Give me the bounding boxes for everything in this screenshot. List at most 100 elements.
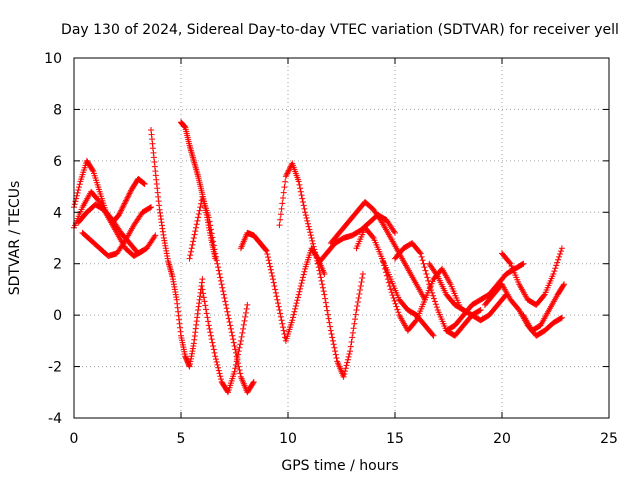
data-point (324, 311, 331, 318)
data-point (393, 303, 400, 310)
data-point (299, 199, 306, 205)
data-point (123, 196, 130, 203)
data-point (297, 283, 304, 289)
data-point (226, 319, 233, 325)
data-point (218, 281, 225, 288)
data-point (283, 171, 290, 178)
data-point (214, 361, 221, 368)
data-point (127, 189, 134, 195)
data-point (354, 299, 361, 305)
data-point (242, 309, 249, 316)
data-point (312, 252, 319, 259)
data-point (430, 292, 437, 299)
data-point (428, 287, 435, 293)
data-point (506, 259, 513, 266)
data-point (551, 268, 558, 275)
data-point (385, 279, 392, 286)
data-point (147, 204, 154, 211)
data-point (230, 336, 237, 343)
data-point (416, 249, 423, 256)
data-point (359, 271, 366, 277)
data-point (242, 313, 249, 320)
data-point (295, 291, 302, 298)
data-point (558, 314, 565, 321)
data-point (333, 355, 340, 361)
data-point (297, 285, 304, 292)
y-axis-label: SDTVAR / TECUs (7, 181, 23, 296)
data-point (71, 201, 78, 208)
data-point (250, 380, 257, 387)
data-point (311, 246, 318, 253)
chart-title: Day 130 of 2024, Sidereal Day-to-day VTE… (61, 22, 619, 38)
data-point (213, 359, 220, 365)
data-point (263, 247, 270, 254)
data-point (237, 337, 244, 344)
data-point (323, 303, 330, 310)
data-point (187, 252, 194, 259)
data-point (125, 193, 132, 200)
data-point (118, 207, 125, 214)
data-point (292, 303, 299, 309)
data-point (205, 322, 212, 329)
data-point (352, 316, 359, 323)
x-tick-label: 25 (600, 431, 618, 447)
data-point (212, 253, 219, 260)
axis-ticks: 0 5 10 15 20 25 -4 -2 0 2 4 6 8 10 (44, 51, 618, 447)
data-point (430, 295, 437, 302)
data-point (431, 298, 438, 305)
data-point (296, 288, 303, 295)
y-tick-label: 6 (53, 154, 62, 170)
data-point (384, 276, 391, 283)
data-point (276, 307, 283, 313)
data-point (230, 339, 237, 346)
data-point (207, 329, 214, 336)
data-point (344, 356, 351, 363)
data-point (391, 297, 398, 304)
data-point (427, 284, 434, 291)
data-point (355, 295, 362, 301)
data-point (307, 229, 314, 236)
data-point (306, 226, 313, 233)
data-point (268, 269, 275, 276)
data-point (277, 310, 284, 317)
data-point (295, 178, 302, 185)
data-point (357, 283, 364, 289)
data-point (206, 218, 213, 225)
data-point (212, 353, 219, 360)
data-point (298, 192, 305, 199)
data-point (285, 167, 292, 174)
data-point (332, 351, 339, 358)
data-point (280, 189, 287, 196)
data-point (140, 179, 147, 186)
data-point (278, 317, 285, 324)
y-tick-label: 8 (53, 102, 62, 118)
data-point (267, 263, 274, 270)
data-point (199, 276, 206, 283)
data-point (152, 232, 159, 239)
data-point (141, 181, 148, 187)
data-point (225, 315, 232, 322)
data-point (430, 332, 437, 339)
data-point (394, 306, 401, 313)
data-point (351, 320, 358, 327)
data-point (301, 268, 308, 275)
data-point (272, 289, 279, 296)
data-point (269, 273, 276, 279)
data-point (317, 274, 324, 281)
data-point (73, 192, 80, 199)
data-point (345, 353, 352, 360)
data-point (215, 264, 222, 271)
data-point (272, 286, 279, 293)
data-point (302, 209, 309, 216)
data-point (217, 274, 224, 281)
data-point (190, 235, 197, 241)
plot-frame (73, 57, 610, 419)
data-point (121, 239, 128, 245)
data-point (284, 170, 291, 177)
data-point (293, 300, 300, 307)
data-point (301, 205, 308, 212)
grid (74, 58, 609, 418)
data-point (309, 237, 316, 244)
data-point (188, 245, 195, 252)
data-point (298, 280, 305, 287)
